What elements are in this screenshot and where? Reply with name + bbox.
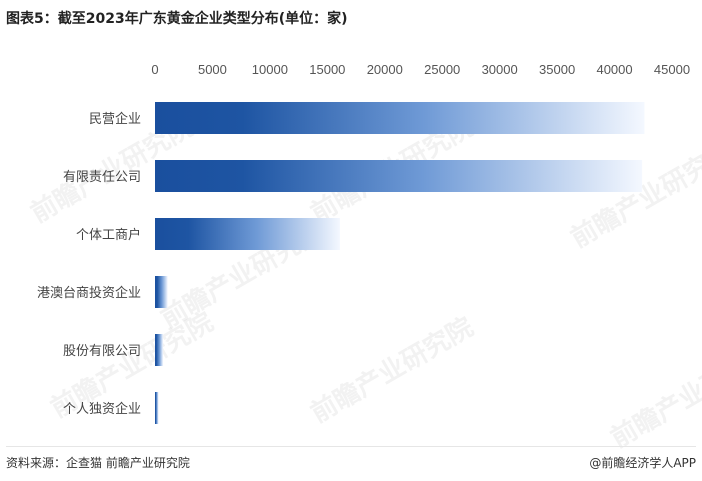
chart-title: 图表5：截至2023年广东黄金企业类型分布(单位：家) — [6, 11, 348, 27]
credit-note: @前瞻经济学人APP — [589, 456, 696, 470]
bar — [155, 218, 340, 250]
bar — [155, 160, 643, 192]
x-tick-label: 25000 — [424, 62, 460, 77]
x-tick-label: 10000 — [252, 62, 288, 77]
bar — [155, 102, 645, 134]
x-tick-label: 35000 — [539, 62, 575, 77]
category-label: 个人独资企业 — [63, 401, 141, 417]
x-tick-label: 0 — [151, 62, 158, 77]
category-label: 股份有限公司 — [63, 344, 141, 359]
category-label: 有限责任公司 — [63, 170, 141, 185]
x-tick-label: 45000 — [654, 62, 690, 77]
bar — [155, 334, 164, 366]
category-label: 民营企业 — [89, 111, 141, 127]
category-label: 港澳台商投资企业 — [37, 285, 141, 301]
x-tick-label: 40000 — [596, 62, 632, 77]
x-tick-label: 30000 — [482, 62, 518, 77]
x-tick-label: 5000 — [198, 62, 227, 77]
bar — [155, 276, 168, 308]
footer-divider — [6, 446, 696, 447]
bar — [155, 392, 159, 424]
x-tick-label: 20000 — [367, 62, 403, 77]
source-note: 资料来源：企查猫 前瞻产业研究院 — [6, 456, 190, 470]
x-tick-label: 15000 — [309, 62, 345, 77]
category-label: 个体工商户 — [76, 227, 141, 243]
